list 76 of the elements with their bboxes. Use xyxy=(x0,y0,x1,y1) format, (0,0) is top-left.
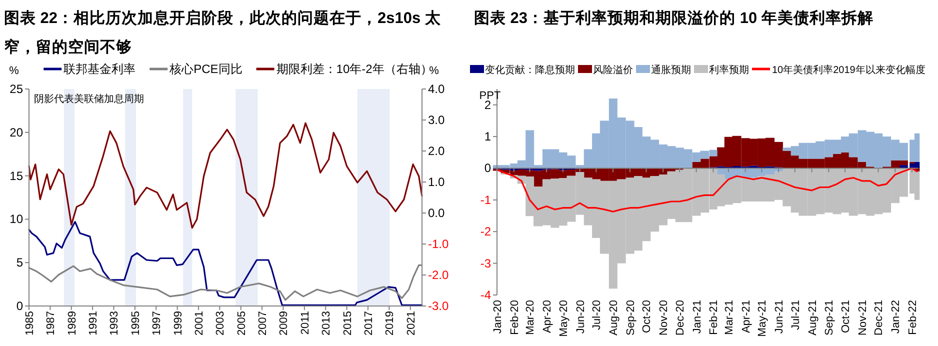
y-tick-label: -2 xyxy=(480,224,492,239)
x-tick-label: Feb-22 xyxy=(907,300,920,335)
x-tick-label: Nov-21 xyxy=(856,300,869,336)
x-tick-label: 2009 xyxy=(278,311,290,336)
y-tick-label: -4 xyxy=(480,288,492,302)
x-tick-label: Apr-20 xyxy=(542,300,554,334)
legend-label: 风险溢价 xyxy=(593,64,633,76)
x-tick-label: Mar-21 xyxy=(723,300,736,335)
x-tick-label: Aug-21 xyxy=(806,300,819,336)
y-tick-label: 10 xyxy=(10,212,24,226)
x-tick-label: Oct-20 xyxy=(641,300,654,334)
y2-tick-label: -2.0 xyxy=(428,268,450,282)
y-tick-label: -3 xyxy=(480,256,492,270)
x-tick-label: 1987 xyxy=(45,311,58,336)
y-tick-label: 15 xyxy=(10,168,24,183)
y-tick-label: -1 xyxy=(480,192,492,207)
y-tick-label: 20 xyxy=(10,125,24,140)
x-tick-label: Jun-21 xyxy=(774,300,786,334)
x-tick-label: 2017 xyxy=(362,311,375,336)
x-tick-label: Dec-20 xyxy=(674,300,686,336)
x-tick-label: Feb-20 xyxy=(508,300,521,335)
x-tick-label: 1985 xyxy=(24,311,36,336)
y2-tick-label: 4.0 xyxy=(428,82,446,96)
y-tick-label: 0 xyxy=(484,161,492,176)
y2-tick-label: 0.0 xyxy=(428,206,446,220)
x-tick-label: Jul-20 xyxy=(591,300,604,330)
y2-tick-label: 3.0 xyxy=(428,113,446,127)
x-tick-label: Sep-20 xyxy=(624,300,637,336)
chart-title: 图表 23：基于利率预期和期限溢价的 10 年美债利率拆解 xyxy=(474,8,874,29)
x-tick-label: Sep-21 xyxy=(824,300,836,336)
legend-label: 核心PCE同比 xyxy=(168,62,242,76)
y-tick-label: 1 xyxy=(484,130,492,144)
x-tick-label: May-20 xyxy=(558,300,570,337)
legend-label: 利率预期 xyxy=(709,64,749,76)
x-tick-label: 1997 xyxy=(151,311,164,336)
legend-label: 变化贡献：降息预期 xyxy=(485,64,575,76)
x-tick-label: May-21 xyxy=(756,300,769,337)
y-tick-label: 0 xyxy=(16,299,24,313)
y-tick-label: 5 xyxy=(16,256,24,270)
x-tick-label: 2005 xyxy=(236,311,248,336)
x-tick-label: Jun-20 xyxy=(574,300,587,334)
legend-label: 10年美债利率2019年以来变化幅度 xyxy=(772,64,926,76)
legend-label: 联邦基金利率 xyxy=(64,62,136,76)
x-tick-label: Feb-21 xyxy=(708,300,720,335)
y-axis-title: % xyxy=(9,65,20,77)
x-tick-label: Jan-22 xyxy=(890,300,902,334)
x-tick-label: 2011 xyxy=(299,311,312,335)
x-tick-label: 1991 xyxy=(88,311,100,336)
chart-title: 图表 22：相比历次加息开启阶段，此次的问题在于，2s10s 太窄，留的空间不够 xyxy=(4,8,442,58)
x-tick-label: Aug-20 xyxy=(608,300,620,336)
x-tick-label: 2001 xyxy=(193,311,206,336)
x-tick-label: Oct-21 xyxy=(840,300,852,334)
x-tick-label: 2019 xyxy=(384,311,396,336)
x-tick-label: 1989 xyxy=(66,311,78,336)
x-tick-label: Jan-20 xyxy=(492,300,504,334)
x-tick-label: 2007 xyxy=(257,311,270,336)
y-tick-label: 25 xyxy=(10,82,24,96)
x-tick-label: 2015 xyxy=(342,311,354,336)
x-tick-label: 1993 xyxy=(108,311,121,336)
x-tick-label: Dec-21 xyxy=(873,300,886,336)
x-tick-label: 2013 xyxy=(320,311,333,336)
y2-tick-label: -1.0 xyxy=(428,237,450,251)
y2-tick-label: 2.0 xyxy=(428,144,446,158)
x-tick-label: Jan-21 xyxy=(691,300,704,334)
y2-tick-label: 1.0 xyxy=(428,175,446,189)
x-tick-label: 2021 xyxy=(405,311,418,336)
annotation: 阴影代表美联储加息周期 xyxy=(34,93,144,105)
y2-tick-label: -3.0 xyxy=(428,299,450,313)
x-tick-label: 1995 xyxy=(130,311,142,336)
x-tick-label: Apr-21 xyxy=(740,300,752,334)
x-tick-label: 2003 xyxy=(214,311,227,336)
legend-label: 通胀预期 xyxy=(651,64,691,76)
x-tick-label: 1999 xyxy=(172,311,184,336)
x-tick-label: Mar-20 xyxy=(524,300,537,335)
x-tick-label: Jul-21 xyxy=(790,300,802,330)
x-tick-label: Nov-20 xyxy=(658,300,670,336)
